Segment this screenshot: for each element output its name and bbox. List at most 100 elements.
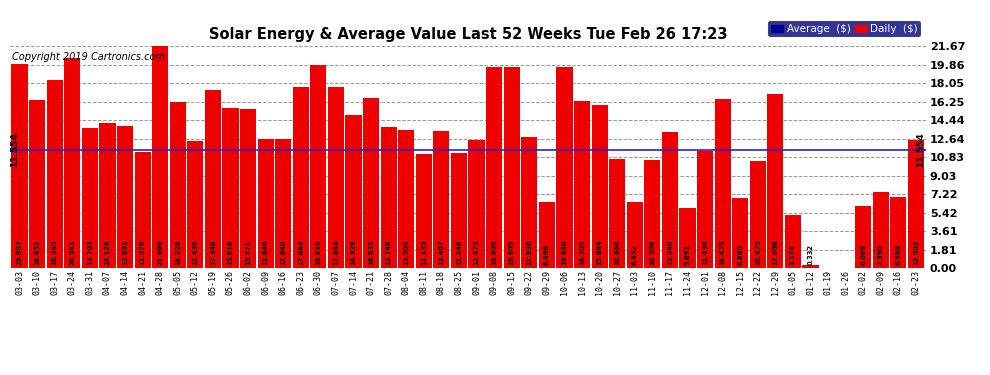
Bar xyxy=(785,215,801,268)
Text: 11.554: 11.554 xyxy=(917,132,926,167)
Bar xyxy=(504,67,520,268)
Bar xyxy=(890,196,907,268)
Text: 6.496: 6.496 xyxy=(544,244,549,265)
Text: 6.880: 6.880 xyxy=(738,244,743,265)
Text: 14.929: 14.929 xyxy=(350,239,356,265)
Text: 11.246: 11.246 xyxy=(456,239,462,265)
Legend: Average  ($), Daily  ($): Average ($), Daily ($) xyxy=(768,21,921,36)
Bar xyxy=(450,153,467,268)
Text: 12.439: 12.439 xyxy=(192,239,198,265)
Bar xyxy=(715,99,731,268)
Text: 17.008: 17.008 xyxy=(772,239,778,265)
Bar xyxy=(257,139,273,268)
Bar xyxy=(679,208,696,268)
Text: 14.128: 14.128 xyxy=(105,239,111,265)
Text: 10.475: 10.475 xyxy=(754,240,760,265)
Bar xyxy=(187,141,203,268)
Text: 12.640: 12.640 xyxy=(262,239,268,265)
Bar xyxy=(873,192,889,268)
Bar xyxy=(82,128,98,268)
Text: 12.473: 12.473 xyxy=(473,239,479,265)
Text: 16.305: 16.305 xyxy=(579,240,585,265)
Bar xyxy=(99,123,116,268)
Bar xyxy=(662,132,678,268)
Bar xyxy=(293,87,309,268)
Text: 15.571: 15.571 xyxy=(246,240,251,265)
Text: 5.174: 5.174 xyxy=(790,244,796,265)
Text: 13.748: 13.748 xyxy=(386,239,392,265)
Bar xyxy=(416,154,432,268)
Bar xyxy=(486,67,502,268)
Text: 0.332: 0.332 xyxy=(808,244,814,265)
Bar xyxy=(539,202,555,268)
Bar xyxy=(363,98,379,268)
Bar xyxy=(749,161,766,268)
Text: 16.452: 16.452 xyxy=(34,240,41,265)
Text: 6.452: 6.452 xyxy=(632,244,638,265)
Text: 11.370: 11.370 xyxy=(140,239,146,265)
Bar xyxy=(591,105,608,268)
Bar xyxy=(12,64,28,268)
Text: 15.884: 15.884 xyxy=(597,240,603,265)
Title: Solar Energy & Average Value Last 52 Weeks Tue Feb 26 17:23: Solar Energy & Average Value Last 52 Wee… xyxy=(209,27,727,42)
Bar xyxy=(767,94,783,268)
Bar xyxy=(169,102,186,268)
Bar xyxy=(240,109,256,268)
Text: 10.660: 10.660 xyxy=(614,239,620,265)
Bar xyxy=(398,130,415,268)
Text: 19.609: 19.609 xyxy=(509,239,515,265)
Bar xyxy=(117,126,133,268)
Text: 11.135: 11.135 xyxy=(421,240,427,265)
Text: 19.937: 19.937 xyxy=(17,239,23,265)
Bar xyxy=(697,151,713,268)
Text: Copyright 2019 Cartronics.com: Copyright 2019 Cartronics.com xyxy=(12,52,164,62)
Bar xyxy=(556,67,572,268)
Bar xyxy=(346,115,361,268)
Text: 17.644: 17.644 xyxy=(298,239,304,265)
Text: 17.644: 17.644 xyxy=(333,239,339,265)
Text: 10.506: 10.506 xyxy=(649,240,655,265)
Bar xyxy=(733,198,748,268)
Text: 13.500: 13.500 xyxy=(403,240,409,265)
Text: 6.988: 6.988 xyxy=(895,244,902,265)
Bar xyxy=(328,87,345,268)
Bar xyxy=(47,80,62,268)
Bar xyxy=(310,65,327,268)
Bar xyxy=(152,46,168,268)
Text: 19.609: 19.609 xyxy=(491,239,497,265)
Text: 18.345: 18.345 xyxy=(51,240,57,265)
Text: 16.228: 16.228 xyxy=(175,239,181,265)
Text: 21.666: 21.666 xyxy=(157,239,163,265)
Bar xyxy=(468,140,485,268)
Text: 16.635: 16.635 xyxy=(368,240,374,265)
Text: 12.836: 12.836 xyxy=(527,239,533,265)
Text: 7.390: 7.390 xyxy=(878,244,884,265)
Text: 19.640: 19.640 xyxy=(561,239,567,265)
Bar xyxy=(855,206,871,268)
Text: 13.891: 13.891 xyxy=(122,239,128,265)
Text: 15.616: 15.616 xyxy=(228,240,234,265)
Bar xyxy=(521,136,538,268)
Text: 13.407: 13.407 xyxy=(439,239,445,265)
Bar xyxy=(434,131,449,268)
Bar xyxy=(803,265,819,268)
Bar xyxy=(609,159,626,268)
Bar xyxy=(135,152,150,268)
Text: 5.891: 5.891 xyxy=(684,244,690,265)
Text: 11.430: 11.430 xyxy=(702,239,708,265)
Text: 13.703: 13.703 xyxy=(87,239,93,265)
Bar xyxy=(908,140,924,268)
Bar xyxy=(275,139,291,268)
Bar xyxy=(205,90,221,268)
Text: 13.240: 13.240 xyxy=(667,239,673,265)
Bar xyxy=(64,58,80,268)
Bar xyxy=(574,101,590,268)
Text: 16.475: 16.475 xyxy=(720,240,726,265)
Text: 11.554: 11.554 xyxy=(10,132,19,167)
Text: 12.502: 12.502 xyxy=(913,240,919,265)
Text: 17.348: 17.348 xyxy=(210,239,216,265)
Bar xyxy=(380,127,397,268)
Bar xyxy=(644,160,660,268)
Text: 19.819: 19.819 xyxy=(316,239,322,265)
Text: 12.640: 12.640 xyxy=(280,239,286,265)
